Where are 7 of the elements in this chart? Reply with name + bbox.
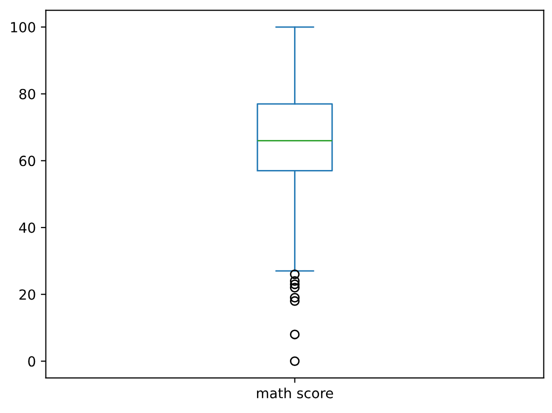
y-tick-label: 100: [11, 22, 36, 33]
y-tick-label: 40: [19, 222, 36, 233]
y-tick-label: 20: [19, 289, 36, 300]
y-tick-label: 80: [19, 88, 36, 100]
y-tick-label: 60: [19, 156, 36, 166]
x-tick-label: math score: [257, 388, 334, 398]
y-tick-label: 0: [28, 356, 36, 367]
